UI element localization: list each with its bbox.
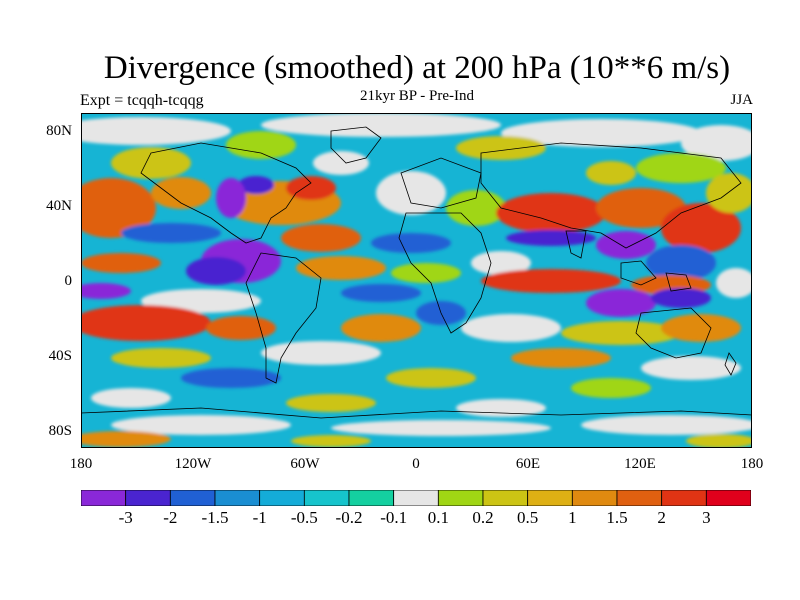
map-frame [81, 113, 752, 448]
colorbar-swatch [437, 490, 484, 506]
lon-tick-120w: 120W [174, 456, 212, 472]
colorbar-swatch [527, 490, 573, 506]
colorbar-label: 0.2 [472, 508, 494, 527]
colorbar-swatch [393, 490, 439, 506]
colorbar-swatch [169, 490, 216, 506]
colorbar-swatch [348, 490, 395, 506]
colorbar-label: -2 [163, 508, 178, 527]
divergence-field [81, 113, 752, 448]
colorbar-swatch [259, 490, 305, 506]
colorbar-label: -0.5 [290, 508, 318, 527]
coastlines [81, 126, 752, 419]
lon-tick-60e: 60E [515, 456, 541, 472]
colorbar-label: 1 [568, 508, 577, 527]
lat-tick-80n: 80N [46, 123, 72, 139]
lon-tick-60w: 60W [290, 456, 320, 472]
lat-tick-eq: 0 [64, 273, 73, 289]
colorbar-label: 0.5 [517, 508, 539, 527]
colorbar-label: 3 [702, 508, 711, 527]
colorbar-swatch [661, 490, 707, 506]
colorbar-label: -1.5 [201, 508, 229, 527]
plot-title: Divergence (smoothed) at 200 hPa (10**6 … [103, 50, 731, 86]
colorbar [81, 490, 751, 506]
colorbar-label: 0.1 [427, 508, 449, 527]
colorbar-label: -0.1 [380, 508, 408, 527]
lat-tick-40s: 40S [48, 348, 72, 364]
lat-tick-80s: 80S [48, 423, 72, 439]
colorbar-label: -1 [252, 508, 267, 527]
colorbar-swatch [214, 490, 261, 506]
colorbar-swatch [125, 490, 171, 506]
colorbar-swatch [81, 490, 127, 506]
colorbar-swatch [571, 490, 618, 506]
period-label: 21kyr BP - Pre-Ind [359, 88, 475, 104]
colorbar-swatch [705, 490, 751, 506]
map-canvas [81, 113, 752, 448]
experiment-label: Expt = tcqqh-tcqqg [80, 92, 204, 109]
colorbar-label: 2 [657, 508, 666, 527]
season-label: JJA [730, 92, 753, 108]
colorbar-label: 1.5 [606, 508, 628, 527]
colorbar-swatch [303, 490, 350, 506]
colorbar-swatch [616, 490, 663, 506]
divergence-map [81, 113, 752, 448]
lon-tick-120e: 120E [624, 456, 656, 472]
lon-tick-180e: 180 [740, 456, 764, 472]
lon-tick-180w: 180 [69, 456, 93, 472]
colorbar-label: -0.2 [335, 508, 363, 527]
colorbar-label: -3 [118, 508, 133, 527]
lon-tick-0: 0 [412, 456, 420, 472]
lat-tick-40n: 40N [46, 198, 72, 214]
colorbar-swatch [482, 490, 529, 506]
